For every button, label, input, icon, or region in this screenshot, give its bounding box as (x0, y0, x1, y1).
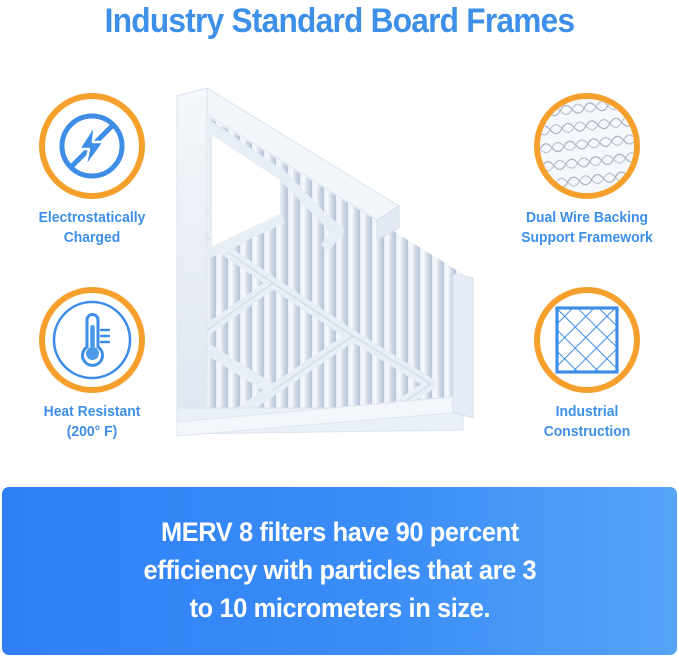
pleated-air-filter-image (163, 78, 503, 470)
no-lightning-bolt-icon (45, 99, 139, 193)
feature-label-line2: Support Framework (521, 230, 653, 246)
banner-line-1: MERV 8 filters have 90 percent (160, 517, 519, 548)
feature-electrostatically-charged: Electrostatically Charged (2, 93, 182, 248)
feature-label-line1: Dual Wire Backing (525, 210, 649, 226)
wire-mesh-photo (540, 99, 634, 193)
badge-ring (39, 93, 145, 199)
feature-industrial-construction: Industrial Construction (497, 287, 677, 442)
feature-heat-resistant: Heat Resistant (200° F) (2, 287, 182, 442)
badge-ring (39, 287, 145, 393)
merv-rating-banner: MERV 8 filters have 90 percent efficienc… (2, 487, 677, 655)
feature-label-line2: (200° F) (66, 424, 118, 440)
feature-dual-wire-backing: Dual Wire Backing Support Framework (497, 93, 677, 248)
feature-label: Electrostatically Charged (6, 208, 179, 248)
banner-line-3: to 10 micrometers in size. (189, 592, 490, 623)
banner-line-2: efficiency with particles that are 3 (143, 555, 536, 586)
feature-label-line2: Construction (543, 424, 631, 440)
mesh-grid-square-icon (540, 293, 634, 387)
banner-text: MERV 8 filters have 90 percent efficienc… (119, 514, 561, 627)
feature-label-line1: Electrostatically (38, 210, 146, 226)
feature-label-line1: Industrial (555, 404, 619, 420)
badge-ring (534, 93, 640, 199)
page-title: Industry Standard Board Frames (104, 2, 575, 40)
thermometer-icon (45, 293, 139, 387)
feature-label-line1: Heat Resistant (43, 404, 141, 420)
feature-label: Heat Resistant (200° F) (6, 402, 179, 442)
feature-label: Industrial Construction (501, 402, 674, 442)
feature-label-line2: Charged (63, 230, 121, 246)
feature-label: Dual Wire Backing Support Framework (501, 208, 674, 248)
badge-ring (534, 287, 640, 393)
